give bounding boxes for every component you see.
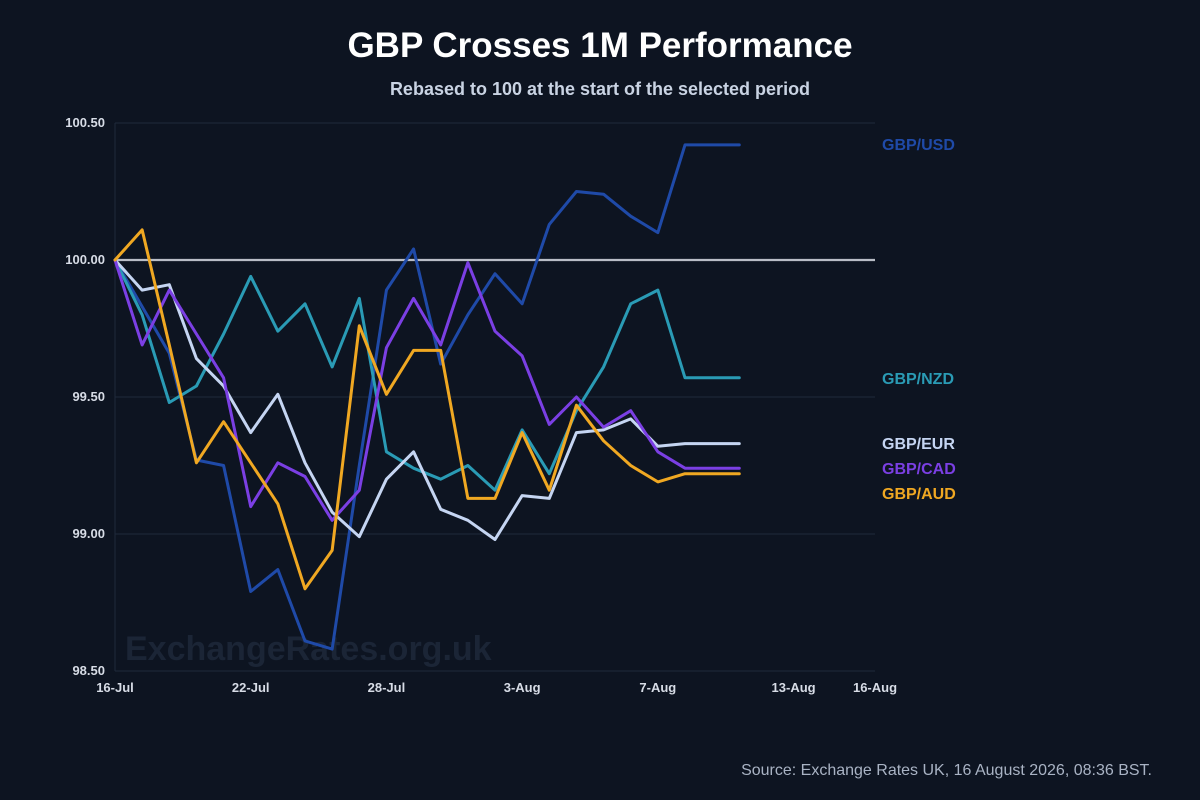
x-tick-label: 16-Aug [853, 680, 897, 695]
series-line-gbp-eur [113, 258, 741, 541]
x-axis: 16-Jul 22-Jul 28-Jul 3-Aug 7-Aug 13-Aug 16-Aug [96, 680, 897, 695]
x-tick-label: 3-Aug [504, 680, 541, 695]
series-label-gbp-eur: GBP/EUR [882, 436, 955, 453]
y-tick-label: 100.00 [65, 252, 105, 267]
series-label-gbp-nzd: GBP/NZD [882, 371, 954, 388]
x-tick-label: 7-Aug [639, 680, 676, 695]
series-lines [113, 143, 741, 651]
y-tick-label: 98.50 [72, 663, 105, 678]
x-tick-label: 16-Jul [96, 680, 134, 695]
chart-subtitle: Rebased to 100 at the start of the selec… [389, 79, 811, 99]
series-line-gbp-aud [113, 228, 741, 591]
chart-title: GBP Crosses 1M Performance [347, 26, 853, 65]
series-line-gbp-usd [113, 143, 741, 651]
series-line-gbp-nzd [113, 258, 741, 492]
y-tick-label: 99.00 [72, 526, 105, 541]
y-tick-label: 100.50 [65, 115, 105, 130]
series-label-gbp-usd: GBP/USD [882, 137, 955, 154]
series-label-gbp-cad: GBP/CAD [882, 461, 956, 478]
watermark-text: ExchangeRates.org.uk [125, 630, 492, 668]
series-label-gbp-aud: GBP/AUD [882, 486, 956, 503]
x-tick-label: 22-Jul [232, 680, 270, 695]
y-tick-label: 99.50 [72, 389, 105, 404]
source-note: Source: Exchange Rates UK, 16 August 202… [741, 762, 1152, 779]
series-line-gbp-cad [113, 258, 741, 522]
series-labels: GBP/USD GBP/NZD GBP/EUR GBP/CAD GBP/AUD [882, 137, 956, 503]
x-tick-label: 13-Aug [772, 680, 816, 695]
y-axis: 98.50 99.00 99.50 100.00 100.50 [65, 115, 105, 678]
x-tick-label: 28-Jul [368, 680, 406, 695]
grid-lines [114, 122, 875, 672]
